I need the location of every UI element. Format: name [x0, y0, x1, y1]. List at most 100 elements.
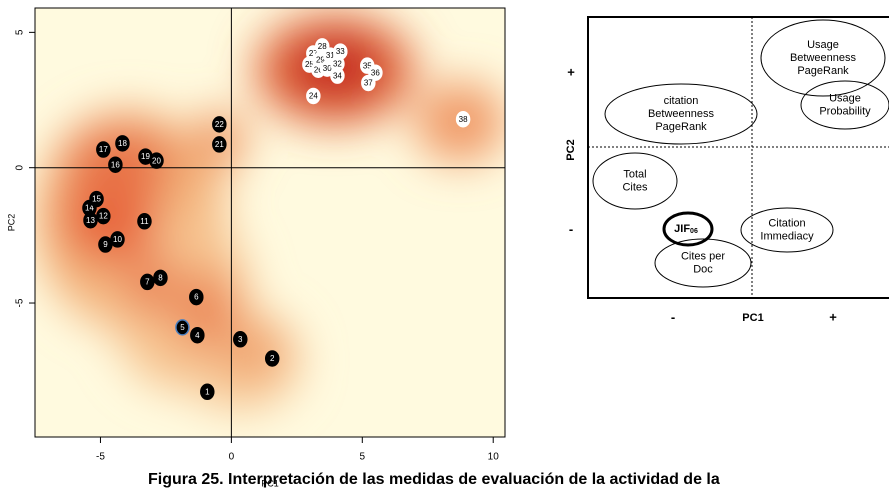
point-label: 10 — [113, 235, 122, 244]
y-tick-label: -5 — [15, 298, 26, 307]
point-label: 24 — [309, 92, 318, 101]
point-label: 32 — [333, 59, 342, 68]
point — [175, 319, 190, 336]
point-label: 16 — [111, 160, 120, 169]
point-label: 20 — [152, 156, 161, 165]
axis-label: PC2 — [565, 139, 577, 160]
node-label-main: JIF — [674, 223, 690, 235]
y-tick-label: 0 — [15, 164, 26, 170]
node-label: Immediacy — [760, 230, 814, 242]
point-label: 33 — [336, 47, 345, 56]
node-label-subscript: 06 — [690, 228, 698, 235]
axis-sign: + — [567, 64, 575, 79]
x-tick-label: 10 — [488, 452, 500, 463]
point-label: 18 — [118, 139, 127, 148]
node — [800, 80, 889, 130]
point — [455, 110, 471, 128]
point-label: 28 — [318, 42, 327, 51]
point — [212, 136, 227, 153]
node-label: JIF06 — [674, 223, 698, 235]
point — [306, 87, 321, 105]
node — [662, 211, 714, 247]
node — [740, 207, 834, 253]
point-label: 29 — [316, 55, 325, 64]
point — [361, 74, 376, 92]
point-label: 12 — [99, 212, 108, 221]
point-label: 13 — [86, 216, 95, 225]
point — [153, 269, 168, 287]
point — [330, 67, 345, 84]
point-label: 14 — [85, 204, 94, 213]
node-label: Usage — [807, 39, 839, 51]
point-label: 37 — [364, 79, 373, 88]
point-label: 6 — [194, 293, 199, 302]
point — [190, 326, 205, 344]
point-label: 1 — [205, 387, 210, 396]
point — [108, 156, 123, 173]
caption: Figura 25. Interpretación de las medidas… — [148, 471, 720, 488]
point-label: 27 — [309, 49, 318, 58]
point-label: 30 — [323, 64, 332, 73]
point-label: 34 — [333, 71, 342, 80]
axis-label: PC1 — [742, 312, 763, 324]
x-tick-label: 0 — [229, 452, 235, 463]
node-label: Citation — [768, 217, 805, 229]
node-label: Total — [623, 168, 646, 180]
point-label: 26 — [314, 65, 323, 74]
plot-frame — [34, 7, 506, 438]
point-label: 11 — [140, 217, 149, 226]
point — [110, 231, 125, 248]
point — [140, 273, 155, 291]
point — [264, 350, 280, 367]
node — [654, 238, 752, 288]
point — [149, 152, 164, 169]
node-label: Cites — [622, 181, 648, 193]
point — [233, 331, 248, 348]
point-label: 17 — [99, 145, 108, 154]
point — [137, 213, 152, 230]
axis-sign: + — [829, 309, 837, 324]
point — [115, 135, 130, 152]
x-axis-label: PC1 — [261, 478, 279, 488]
point — [96, 141, 111, 158]
point — [212, 116, 227, 133]
node-label: PageRank — [797, 65, 849, 77]
node-label: PageRank — [655, 121, 707, 133]
point-label: 19 — [141, 152, 150, 161]
point — [333, 43, 348, 60]
node-label: Usage — [829, 92, 861, 104]
point-label: 2 — [270, 354, 275, 363]
y-tick-label: 5 — [15, 29, 26, 35]
point-label: 3 — [238, 335, 243, 344]
node-label: citation — [664, 95, 699, 107]
node-label: Cites per — [681, 250, 725, 262]
point — [200, 383, 215, 401]
point-label: 8 — [158, 273, 163, 282]
y-axis-label: PC2 — [6, 214, 16, 232]
point-label: 9 — [103, 240, 108, 249]
node — [592, 152, 678, 210]
x-tick-label: -5 — [96, 452, 105, 463]
point-label: 4 — [195, 331, 200, 340]
point-label: 22 — [215, 120, 224, 129]
point-label: 25 — [305, 60, 314, 69]
node-label: Probability — [819, 105, 871, 117]
point-label: 38 — [459, 115, 468, 124]
x-tick-label: 5 — [360, 452, 366, 463]
node — [760, 19, 886, 97]
point — [189, 288, 204, 306]
diagram-frame — [587, 16, 889, 299]
axis-sign: - — [569, 221, 573, 236]
point-label: 35 — [363, 61, 372, 70]
point-label: 36 — [371, 68, 380, 77]
node-label: Betweenness — [790, 52, 857, 64]
point-label: 21 — [215, 140, 224, 149]
point-label: 31 — [326, 51, 335, 60]
point-label: 7 — [145, 278, 150, 287]
node-label: Betweenness — [648, 108, 715, 120]
axis-sign: - — [671, 309, 675, 324]
node — [604, 83, 758, 145]
node-label: Doc — [693, 263, 713, 275]
